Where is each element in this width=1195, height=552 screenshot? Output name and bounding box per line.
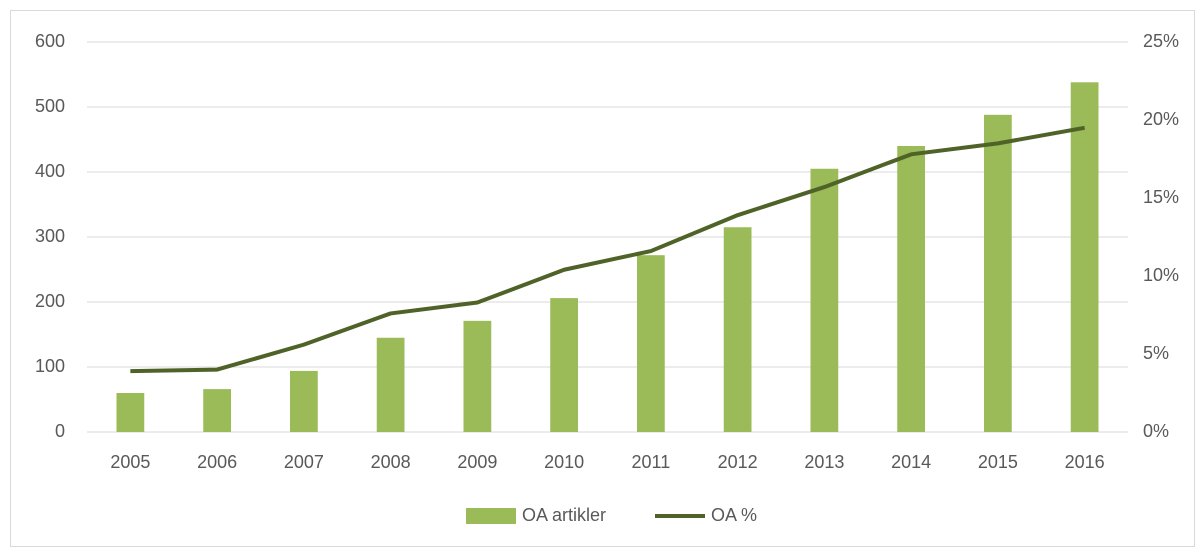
x-tick-label: 2010 [544, 452, 584, 472]
y2-tick-label: 20% [1143, 109, 1179, 129]
legend-swatch [466, 508, 516, 524]
y-tick-label: 0 [55, 421, 65, 441]
y-tick-label: 200 [35, 291, 65, 311]
bar [1070, 82, 1099, 433]
x-tick-label: 2006 [197, 452, 237, 472]
bar [897, 146, 926, 432]
bar [463, 320, 492, 432]
x-tick-label: 2007 [284, 452, 324, 472]
y2-tick-label: 5% [1143, 343, 1169, 363]
legend-label: OA % [711, 505, 757, 525]
x-tick-label: 2015 [978, 452, 1018, 472]
bar [810, 168, 839, 432]
y2-tick-label: 15% [1143, 187, 1179, 207]
y-tick-label: 400 [35, 161, 65, 181]
x-tick-label: 2012 [718, 452, 758, 472]
y-tick-label: 500 [35, 96, 65, 116]
legend-label: OA artikler [522, 505, 606, 525]
bar [376, 337, 405, 432]
y2-tick-label: 10% [1143, 265, 1179, 285]
x-tick-label: 2013 [804, 452, 844, 472]
y-tick-label: 300 [35, 226, 65, 246]
bar [636, 255, 665, 432]
y-tick-label: 600 [35, 31, 65, 51]
y-tick-label: 100 [35, 356, 65, 376]
bar [289, 370, 318, 432]
bar [116, 393, 145, 432]
x-tick-label: 2011 [632, 452, 671, 472]
bar [983, 114, 1012, 433]
bar [203, 389, 232, 432]
y2-tick-label: 0% [1143, 421, 1169, 441]
bar [550, 298, 579, 432]
bar [723, 227, 752, 432]
line [130, 125, 1085, 374]
x-tick-label: 2008 [371, 452, 411, 472]
y2-tick-label: 25% [1143, 31, 1179, 51]
x-tick-label: 2014 [891, 452, 931, 472]
x-tick-label: 2016 [1065, 452, 1105, 472]
x-tick-label: 2005 [110, 452, 150, 472]
x-tick-label: 2009 [457, 452, 497, 472]
